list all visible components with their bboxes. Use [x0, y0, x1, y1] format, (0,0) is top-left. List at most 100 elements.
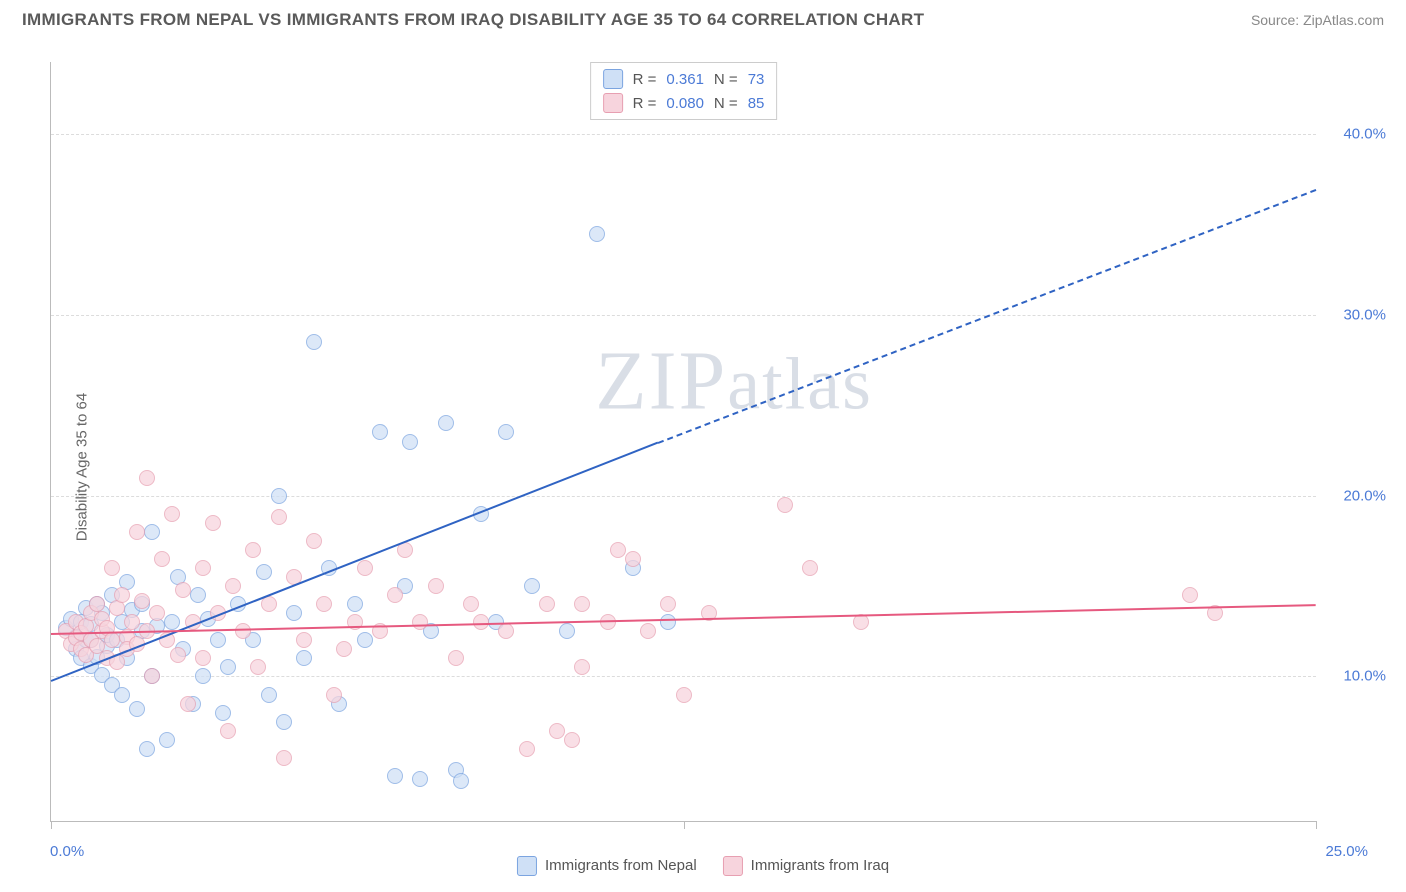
- x-tick: [1316, 821, 1317, 829]
- x-tick: [51, 821, 52, 829]
- legend-swatch-iraq: [723, 856, 743, 876]
- scatter-point: [225, 578, 241, 594]
- scatter-point: [519, 741, 535, 757]
- scatter-point: [271, 488, 287, 504]
- scatter-point: [357, 632, 373, 648]
- scatter-point: [149, 605, 165, 621]
- scatter-point: [387, 587, 403, 603]
- scatter-point: [438, 415, 454, 431]
- scatter-point: [104, 632, 120, 648]
- scatter-point: [159, 732, 175, 748]
- scatter-point: [412, 614, 428, 630]
- gridline: [51, 315, 1316, 316]
- scatter-point: [574, 596, 590, 612]
- legend-stats: R = 0.361 N = 73 R = 0.080 N = 85: [590, 62, 778, 120]
- watermark-atlas: atlas: [727, 343, 873, 425]
- scatter-point: [412, 771, 428, 787]
- scatter-point: [316, 596, 332, 612]
- scatter-point: [114, 687, 130, 703]
- scatter-point: [175, 582, 191, 598]
- scatter-point: [286, 605, 302, 621]
- scatter-point: [205, 515, 221, 531]
- scatter-point: [129, 701, 145, 717]
- y-tick-label: 10.0%: [1326, 668, 1386, 685]
- scatter-point: [372, 424, 388, 440]
- legend-item-nepal: Immigrants from Nepal: [517, 856, 697, 876]
- scatter-point: [250, 659, 266, 675]
- scatter-point: [134, 593, 150, 609]
- legend-n-label: N =: [714, 95, 738, 112]
- scatter-point: [306, 334, 322, 350]
- scatter-point: [261, 687, 277, 703]
- scatter-point: [296, 650, 312, 666]
- scatter-point: [549, 723, 565, 739]
- y-tick-label: 20.0%: [1326, 487, 1386, 504]
- scatter-point: [357, 560, 373, 576]
- scatter-point: [498, 424, 514, 440]
- legend-stats-row: R = 0.080 N = 85: [603, 91, 765, 115]
- scatter-point: [235, 623, 251, 639]
- legend-r-label: R =: [633, 71, 657, 88]
- source-text: Source: ZipAtlas.com: [1251, 12, 1384, 28]
- legend-swatch-nepal: [517, 856, 537, 876]
- scatter-point: [139, 741, 155, 757]
- x-tick-label: 25.0%: [1325, 843, 1368, 860]
- scatter-point: [144, 668, 160, 684]
- scatter-point: [144, 524, 160, 540]
- scatter-point: [539, 596, 555, 612]
- legend-swatch-iraq: [603, 93, 623, 113]
- chart-area: Disability Age 35 to 64 ZIPatlas R = 0.3…: [0, 42, 1406, 892]
- scatter-point: [124, 614, 140, 630]
- scatter-point: [154, 551, 170, 567]
- scatter-point: [276, 714, 292, 730]
- scatter-point: [428, 578, 444, 594]
- scatter-point: [190, 587, 206, 603]
- scatter-point: [625, 551, 641, 567]
- legend-label-iraq: Immigrants from Iraq: [751, 857, 889, 874]
- scatter-point: [220, 723, 236, 739]
- scatter-point: [195, 650, 211, 666]
- source-name: ZipAtlas.com: [1303, 12, 1384, 28]
- scatter-point: [498, 623, 514, 639]
- scatter-point: [276, 750, 292, 766]
- scatter-point: [564, 732, 580, 748]
- scatter-point: [660, 596, 676, 612]
- gridline: [51, 676, 1316, 677]
- chart-header: IMMIGRANTS FROM NEPAL VS IMMIGRANTS FROM…: [0, 0, 1406, 36]
- scatter-point: [139, 470, 155, 486]
- scatter-point: [559, 623, 575, 639]
- legend-r-value-iraq: 0.080: [666, 95, 704, 112]
- source-label: Source:: [1251, 12, 1303, 28]
- scatter-point: [256, 564, 272, 580]
- scatter-point: [129, 524, 145, 540]
- scatter-point: [114, 587, 130, 603]
- scatter-point: [296, 632, 312, 648]
- scatter-point: [524, 578, 540, 594]
- scatter-point: [215, 705, 231, 721]
- scatter-point: [777, 497, 793, 513]
- scatter-point: [271, 509, 287, 525]
- legend-r-value-nepal: 0.361: [666, 71, 704, 88]
- scatter-point: [640, 623, 656, 639]
- legend-n-value-iraq: 85: [748, 95, 765, 112]
- scatter-point: [610, 542, 626, 558]
- watermark-zip: ZIP: [595, 334, 727, 427]
- scatter-point: [326, 687, 342, 703]
- gridline: [51, 496, 1316, 497]
- scatter-point: [676, 687, 692, 703]
- legend-series: Immigrants from Nepal Immigrants from Ir…: [517, 856, 889, 876]
- scatter-point: [210, 632, 226, 648]
- scatter-point: [387, 768, 403, 784]
- scatter-point: [220, 659, 236, 675]
- scatter-point: [164, 506, 180, 522]
- scatter-point: [660, 614, 676, 630]
- legend-n-label: N =: [714, 71, 738, 88]
- scatter-point: [463, 596, 479, 612]
- plot-region: ZIPatlas R = 0.361 N = 73 R = 0.080 N = …: [50, 62, 1316, 822]
- scatter-point: [170, 647, 186, 663]
- scatter-point: [448, 650, 464, 666]
- x-tick-label: 0.0%: [50, 843, 84, 860]
- regression-line: [658, 189, 1317, 444]
- x-tick: [684, 821, 685, 829]
- y-tick-label: 40.0%: [1326, 126, 1386, 143]
